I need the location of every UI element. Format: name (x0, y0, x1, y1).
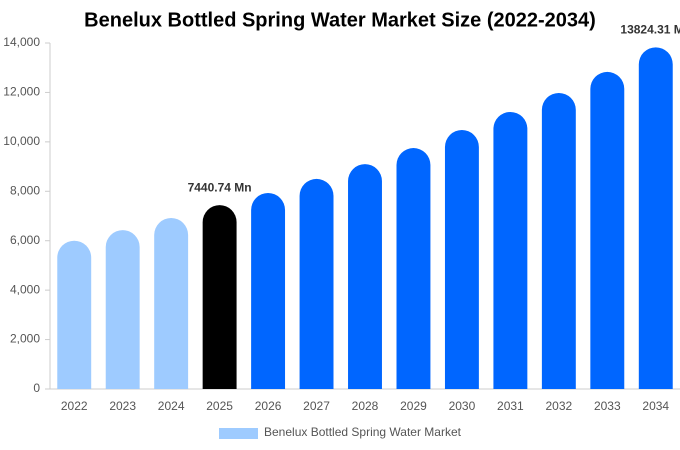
bar (251, 193, 286, 389)
x-tick-label: 2030 (449, 399, 476, 413)
x-tick-label: 2033 (594, 399, 621, 413)
x-tick-label: 2025 (206, 399, 233, 413)
x-tick-label: 2023 (109, 399, 136, 413)
y-tick-label: 0 (33, 381, 40, 395)
bar (105, 230, 140, 389)
bar (154, 217, 189, 389)
y-tick-label: 14,000 (3, 35, 40, 49)
bar (396, 148, 431, 389)
x-tick-label: 2032 (545, 399, 572, 413)
x-tick-label: 2031 (497, 399, 524, 413)
bar (638, 47, 673, 389)
data-label: 7440.74 Mn (188, 180, 252, 194)
bar (590, 71, 625, 389)
bar (493, 111, 528, 389)
x-tick-label: 2034 (642, 399, 669, 413)
y-tick-label: 10,000 (3, 134, 40, 148)
y-tick-label: 2,000 (10, 332, 40, 346)
y-tick-label: 8,000 (10, 183, 40, 197)
chart-title: Benelux Bottled Spring Water Market Size… (84, 9, 596, 31)
bar (444, 129, 479, 389)
y-tick-label: 12,000 (3, 85, 40, 99)
y-tick-label: 6,000 (10, 233, 40, 247)
x-tick-label: 2027 (303, 399, 330, 413)
bar (57, 240, 92, 389)
legend-label: Benelux Bottled Spring Water Market (264, 425, 462, 439)
x-tick-label: 2024 (158, 399, 185, 413)
x-tick-label: 2029 (400, 399, 427, 413)
x-tick-label: 2026 (255, 399, 282, 413)
data-label: 13824.31 Mn (620, 23, 680, 37)
bar (202, 205, 237, 389)
x-tick-label: 2028 (352, 399, 379, 413)
bar (299, 178, 334, 389)
legend-swatch (219, 428, 258, 439)
x-tick-label: 2022 (61, 399, 88, 413)
y-tick-label: 4,000 (10, 282, 40, 296)
bar (348, 164, 382, 389)
bar (541, 92, 576, 389)
